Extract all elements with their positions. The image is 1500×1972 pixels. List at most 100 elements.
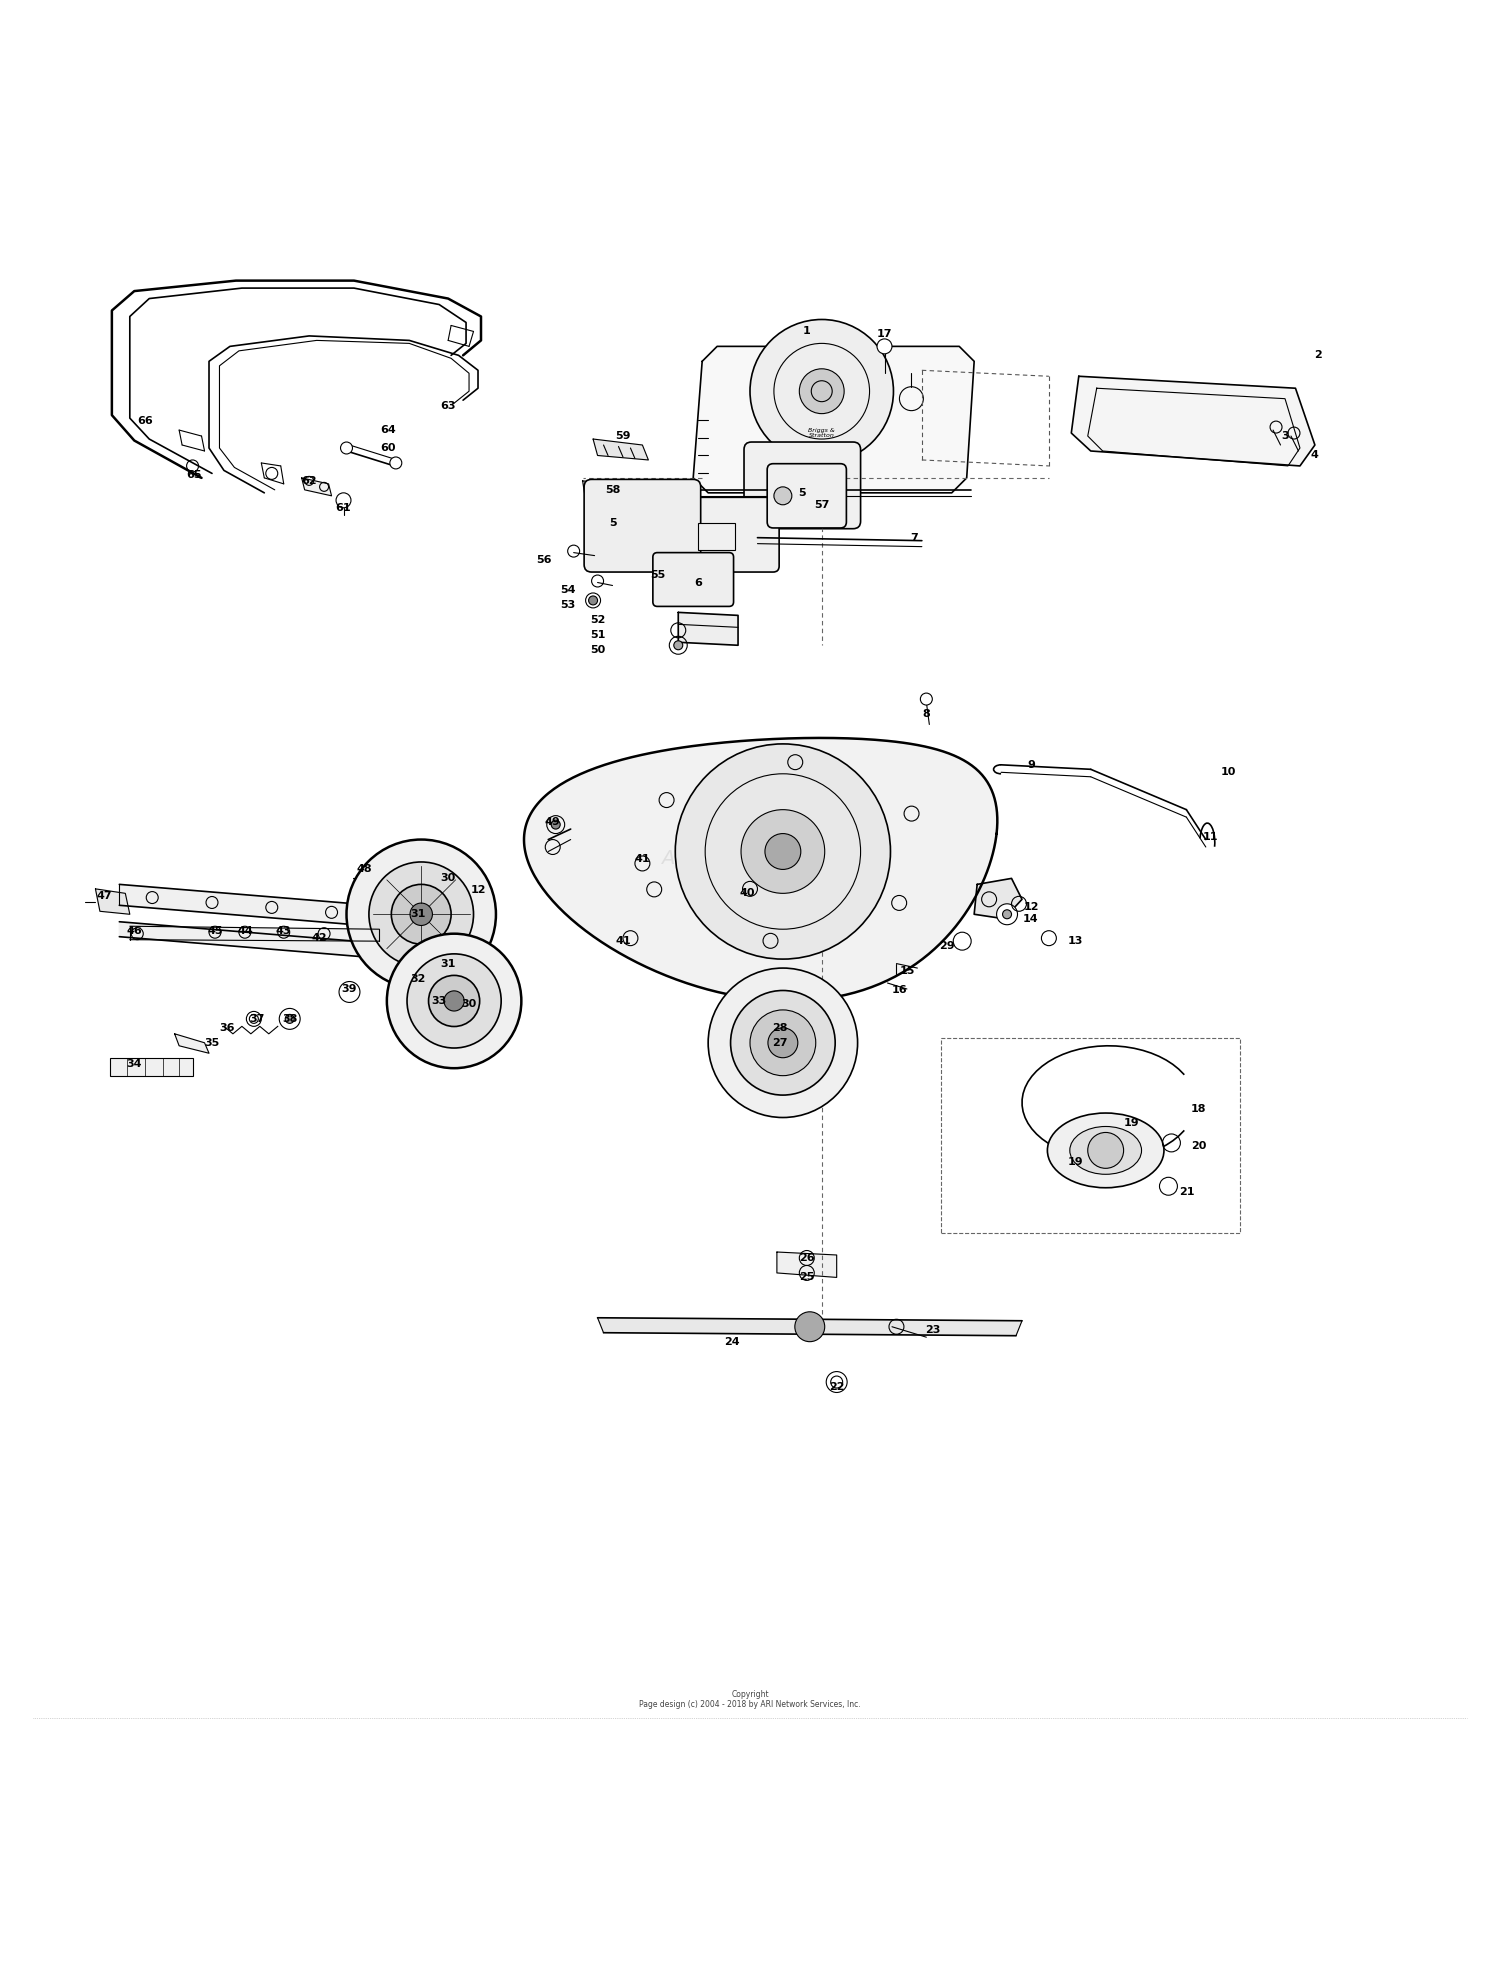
Text: 20: 20 — [1191, 1142, 1206, 1152]
Circle shape — [996, 903, 1017, 925]
FancyBboxPatch shape — [744, 442, 861, 528]
Text: 14: 14 — [1023, 913, 1040, 923]
Polygon shape — [130, 927, 380, 941]
Text: 19: 19 — [1124, 1118, 1138, 1128]
Polygon shape — [302, 477, 332, 495]
Circle shape — [750, 1010, 816, 1075]
Polygon shape — [597, 1317, 1022, 1335]
Text: 21: 21 — [1179, 1187, 1194, 1197]
Text: 19: 19 — [1068, 1158, 1083, 1167]
FancyBboxPatch shape — [584, 479, 700, 572]
Text: 39: 39 — [342, 984, 357, 994]
Circle shape — [827, 1373, 848, 1392]
Text: 9: 9 — [1028, 759, 1035, 769]
Text: 15: 15 — [898, 966, 915, 976]
Text: 32: 32 — [411, 974, 426, 984]
Text: 56: 56 — [536, 554, 552, 566]
Text: 42: 42 — [312, 933, 327, 943]
Text: 31: 31 — [411, 909, 426, 919]
Circle shape — [369, 862, 474, 966]
Polygon shape — [174, 1033, 208, 1053]
Circle shape — [392, 883, 452, 945]
Text: 63: 63 — [441, 400, 456, 410]
Text: 46: 46 — [126, 925, 142, 935]
Bar — [111, 1057, 192, 1075]
Text: 12: 12 — [471, 885, 486, 895]
Text: 12: 12 — [1023, 901, 1038, 911]
Circle shape — [444, 990, 464, 1012]
Text: 10: 10 — [1221, 767, 1236, 777]
Text: 24: 24 — [724, 1337, 740, 1347]
Polygon shape — [974, 878, 1022, 919]
Circle shape — [1088, 1132, 1124, 1167]
Text: 45: 45 — [207, 925, 222, 935]
Text: 31: 31 — [441, 958, 456, 968]
Circle shape — [285, 1014, 294, 1023]
Circle shape — [588, 596, 597, 605]
Text: 34: 34 — [126, 1059, 142, 1069]
Text: 51: 51 — [590, 629, 606, 639]
Text: 41: 41 — [615, 937, 632, 947]
Circle shape — [346, 840, 496, 990]
Text: 13: 13 — [1068, 937, 1083, 947]
Text: 44: 44 — [237, 925, 254, 935]
Circle shape — [800, 369, 844, 414]
Circle shape — [795, 1311, 825, 1341]
Text: 48: 48 — [357, 864, 372, 874]
Text: 37: 37 — [249, 1014, 264, 1023]
Text: 52: 52 — [590, 615, 606, 625]
Circle shape — [406, 954, 501, 1047]
Circle shape — [768, 1027, 798, 1057]
Text: 23: 23 — [924, 1325, 940, 1335]
Text: ARI Parts Diagram: ARI Parts Diagram — [662, 850, 839, 868]
Circle shape — [387, 933, 522, 1069]
Text: 27: 27 — [772, 1037, 788, 1047]
Circle shape — [774, 487, 792, 505]
Text: 62: 62 — [302, 475, 316, 485]
Text: 38: 38 — [282, 1014, 297, 1023]
FancyBboxPatch shape — [686, 497, 778, 572]
Polygon shape — [777, 1252, 837, 1278]
Text: 35: 35 — [204, 1037, 219, 1047]
Text: 59: 59 — [615, 432, 630, 442]
Ellipse shape — [1047, 1112, 1164, 1187]
Polygon shape — [524, 738, 998, 1002]
Circle shape — [1002, 909, 1011, 919]
Text: 5: 5 — [798, 487, 806, 497]
Polygon shape — [120, 921, 410, 960]
Circle shape — [921, 692, 933, 706]
Text: 57: 57 — [815, 499, 830, 511]
Text: 28: 28 — [772, 1023, 788, 1033]
Circle shape — [765, 834, 801, 870]
Text: 17: 17 — [876, 329, 892, 339]
Text: 30: 30 — [441, 874, 456, 883]
Polygon shape — [120, 883, 410, 929]
Text: 55: 55 — [650, 570, 664, 580]
Ellipse shape — [1070, 1126, 1142, 1173]
Text: 7: 7 — [910, 532, 918, 542]
Text: 25: 25 — [800, 1272, 814, 1282]
Text: 30: 30 — [462, 1000, 477, 1010]
Circle shape — [390, 458, 402, 469]
Text: 5: 5 — [609, 519, 616, 528]
Text: 33: 33 — [432, 996, 447, 1006]
Circle shape — [550, 820, 560, 828]
Polygon shape — [96, 889, 130, 915]
Text: 36: 36 — [219, 1023, 234, 1033]
Polygon shape — [693, 347, 974, 493]
Circle shape — [750, 319, 894, 463]
Text: 8: 8 — [922, 710, 930, 720]
Text: 64: 64 — [381, 426, 396, 436]
Text: Page design (c) 2004 - 2018 by ARI Network Services, Inc.: Page design (c) 2004 - 2018 by ARI Netwo… — [639, 1700, 861, 1710]
Text: 11: 11 — [1203, 832, 1218, 842]
Text: 26: 26 — [800, 1252, 814, 1262]
Circle shape — [878, 339, 892, 353]
Text: Copyright: Copyright — [730, 1690, 770, 1698]
Circle shape — [741, 810, 825, 893]
Text: 66: 66 — [136, 416, 153, 426]
Text: 47: 47 — [96, 891, 112, 901]
Text: 60: 60 — [381, 444, 396, 454]
Circle shape — [730, 990, 836, 1094]
Text: 1: 1 — [802, 327, 810, 337]
Circle shape — [429, 976, 480, 1027]
